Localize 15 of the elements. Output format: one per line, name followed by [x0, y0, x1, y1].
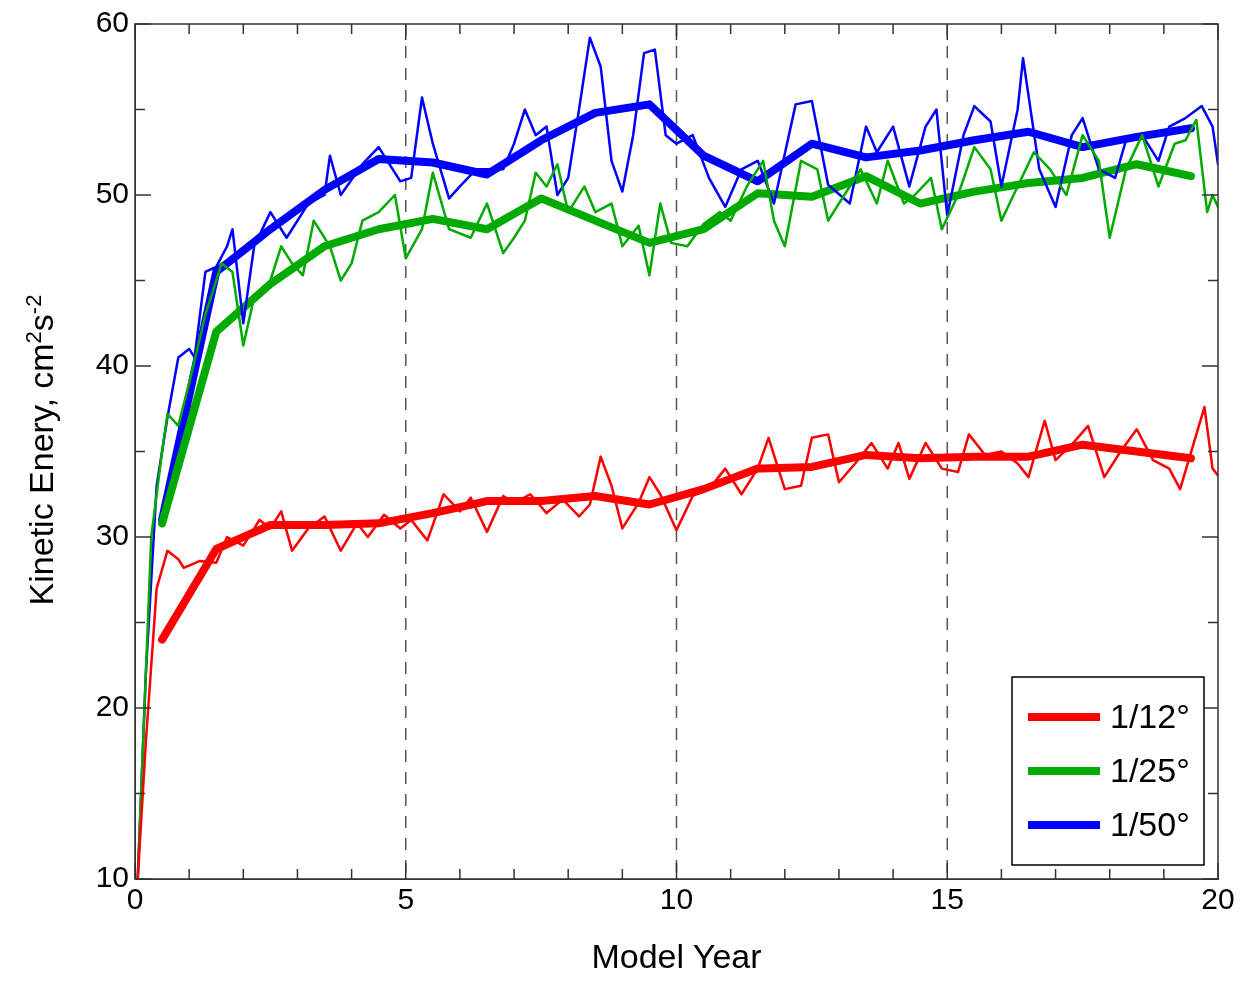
legend-label: 1/12° — [1110, 697, 1190, 736]
y-tick-label: 20 — [95, 689, 129, 723]
x-tick-label: 20 — [1201, 882, 1235, 916]
x-tick-label: 5 — [397, 882, 415, 916]
y-tick-label: 50 — [95, 176, 129, 210]
legend-label: 1/50° — [1110, 805, 1190, 844]
y-tick-label: 30 — [95, 518, 129, 552]
y-tick-label: 10 — [95, 860, 129, 894]
y-tick-label: 60 — [95, 5, 129, 39]
x-tick-label: 10 — [659, 882, 694, 916]
y-tick-label: 40 — [95, 347, 129, 381]
legend-label: 1/25° — [1110, 751, 1190, 790]
x-tick-label: 0 — [126, 882, 144, 916]
x-tick-label: 15 — [930, 882, 964, 916]
x-axis-title: Model Year — [591, 936, 762, 975]
